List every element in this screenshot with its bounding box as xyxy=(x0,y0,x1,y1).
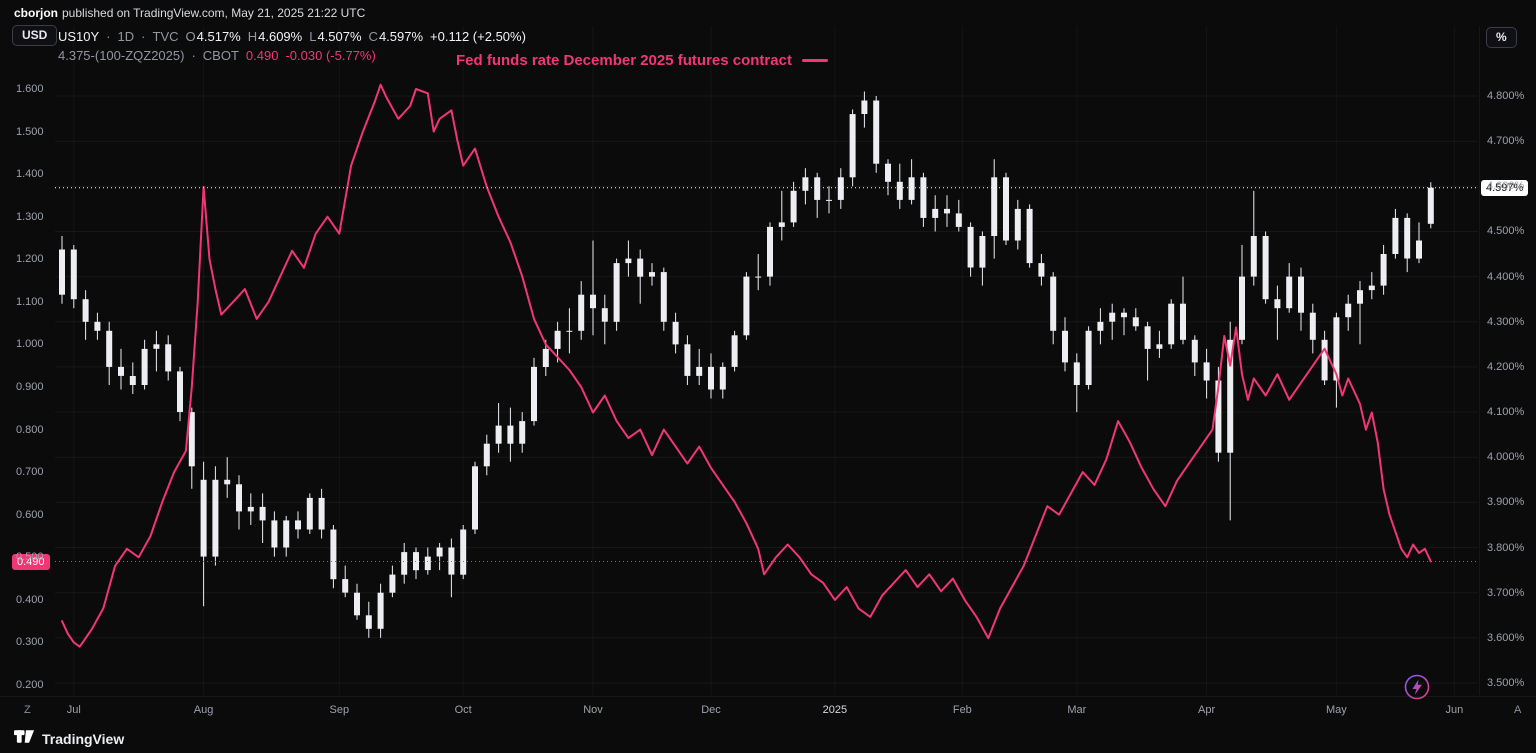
time-axis-tick: Apr xyxy=(1198,704,1216,716)
high-letter: H xyxy=(247,29,258,44)
time-axis-tick: Jun xyxy=(1445,704,1464,716)
legend-symbol[interactable]: US10Y xyxy=(58,29,100,44)
legend-open: O4.517% xyxy=(186,29,241,44)
legend-separator: · xyxy=(106,29,111,44)
time-axis-tick: Aug xyxy=(193,704,214,716)
left-axis-tick: 1.400 xyxy=(16,168,44,181)
legend-close: C4.597% xyxy=(369,29,423,44)
high-value: 4.609% xyxy=(258,29,303,44)
time-axis-tick: 2025 xyxy=(822,704,848,716)
time-axis-tick: Sep xyxy=(329,704,350,716)
corner-letter-a: A xyxy=(1514,704,1522,716)
time-axis-tick: May xyxy=(1326,704,1347,716)
annotation-line-swatch xyxy=(801,59,828,62)
left-axis-tick: 0.200 xyxy=(16,679,44,691)
left-axis-tick: 1.200 xyxy=(16,253,44,266)
legend-separator: · xyxy=(141,29,146,44)
left-axis-tick: 0.600 xyxy=(16,508,44,521)
right-axis-tick: 4.800% xyxy=(1487,90,1525,102)
legend-high: H4.609% xyxy=(248,29,302,44)
low-value: 4.507% xyxy=(317,29,362,44)
legend-us10y-row: US10Y · 1D · TVC O4.517% H4.609% L4.507%… xyxy=(58,29,526,44)
time-axis-tick: Jul xyxy=(66,704,81,716)
right-axis-tick: 4.300% xyxy=(1487,315,1525,328)
close-letter: C xyxy=(368,29,378,44)
footer-brand-link[interactable]: TradingView xyxy=(14,729,124,749)
right-axis-tick: 4.200% xyxy=(1487,360,1525,373)
left-price-label: 0.490 xyxy=(12,553,50,570)
legend-exchange: TVC xyxy=(152,29,179,44)
left-axis-tick: 0.800 xyxy=(16,423,44,436)
legend2-formula[interactable]: 4.375-(100-ZQZ2025) xyxy=(58,48,185,63)
right-axis-separator xyxy=(1479,26,1480,695)
right-axis-tick: 3.700% xyxy=(1487,586,1525,599)
left-axis-tick: 1.600 xyxy=(16,83,44,95)
right-axis-tick: 3.900% xyxy=(1487,496,1525,509)
right-axis-tick: 3.500% xyxy=(1487,677,1525,689)
legend2-value: 0.490 xyxy=(245,48,279,63)
right-axis-tick: 4.000% xyxy=(1487,451,1525,464)
right-axis-tick: 3.800% xyxy=(1487,541,1525,554)
left-axis-tick: 0.500 xyxy=(16,551,44,564)
status-username: cborjon xyxy=(14,6,58,20)
close-value: 4.597% xyxy=(378,29,424,44)
left-axis-tick: 1.300 xyxy=(16,210,44,223)
legend2-change: -0.030 (-5.77%) xyxy=(285,48,376,63)
left-axis-tick: 0.900 xyxy=(16,381,44,393)
left-axis-tick: 0.300 xyxy=(16,636,44,649)
right-axis-tick: 4.500% xyxy=(1487,225,1525,238)
left-scale-unit-button[interactable]: USD xyxy=(12,25,58,46)
open-value: 4.517% xyxy=(196,29,241,44)
time-axis-tick: Nov xyxy=(583,704,603,716)
right-axis-tick: 4.600% xyxy=(1487,180,1525,193)
left-axis-tick: 1.000 xyxy=(16,338,44,351)
legend2-exchange: CBOT xyxy=(202,48,239,63)
right-axis-tick: 4.100% xyxy=(1487,406,1525,419)
tradingview-logo-icon xyxy=(14,729,35,749)
low-letter: L xyxy=(309,29,317,44)
left-axis-tick: 1.500 xyxy=(16,125,44,138)
left-axis-tick: 1.100 xyxy=(16,295,44,308)
open-letter: O xyxy=(185,29,196,44)
legend-fed-funds-row: 4.375-(100-ZQZ2025) · CBOT 0.490 -0.030 … xyxy=(58,48,376,63)
tradingview-brand: TradingView xyxy=(42,731,125,747)
time-axis-tick: Dec xyxy=(701,704,721,716)
right-scale-unit-button[interactable]: % xyxy=(1486,27,1517,48)
legend-interval[interactable]: 1D xyxy=(117,29,135,44)
left-axis-tick: 0.700 xyxy=(16,466,44,479)
legend-change: +0.112 (+2.50%) xyxy=(430,29,526,44)
time-axis-tick: Mar xyxy=(1067,704,1087,716)
annotation-text: Fed funds rate December 2025 futures con… xyxy=(456,52,792,69)
status-bar: cborjon published on TradingView.com, May… xyxy=(14,6,365,20)
right-price-label: 4.597% xyxy=(1481,179,1529,196)
legend2-separator: · xyxy=(191,48,196,63)
corner-letter-z: Z xyxy=(24,704,31,716)
chart-annotation[interactable]: Fed funds rate December 2025 futures con… xyxy=(456,52,828,69)
right-axis-tick: 3.600% xyxy=(1487,631,1525,644)
right-axis-tick: 4.400% xyxy=(1487,270,1525,283)
left-axis-tick: 0.400 xyxy=(16,593,44,606)
right-axis-tick: 4.700% xyxy=(1487,135,1525,148)
time-axis-tick: Feb xyxy=(952,704,972,716)
legend-low: L4.507% xyxy=(309,29,361,44)
time-axis-separator xyxy=(0,696,1536,697)
status-text: published on TradingView.com, May 21, 20… xyxy=(62,6,366,20)
spark-icon[interactable] xyxy=(1402,672,1432,702)
time-axis-tick: Oct xyxy=(454,704,472,716)
